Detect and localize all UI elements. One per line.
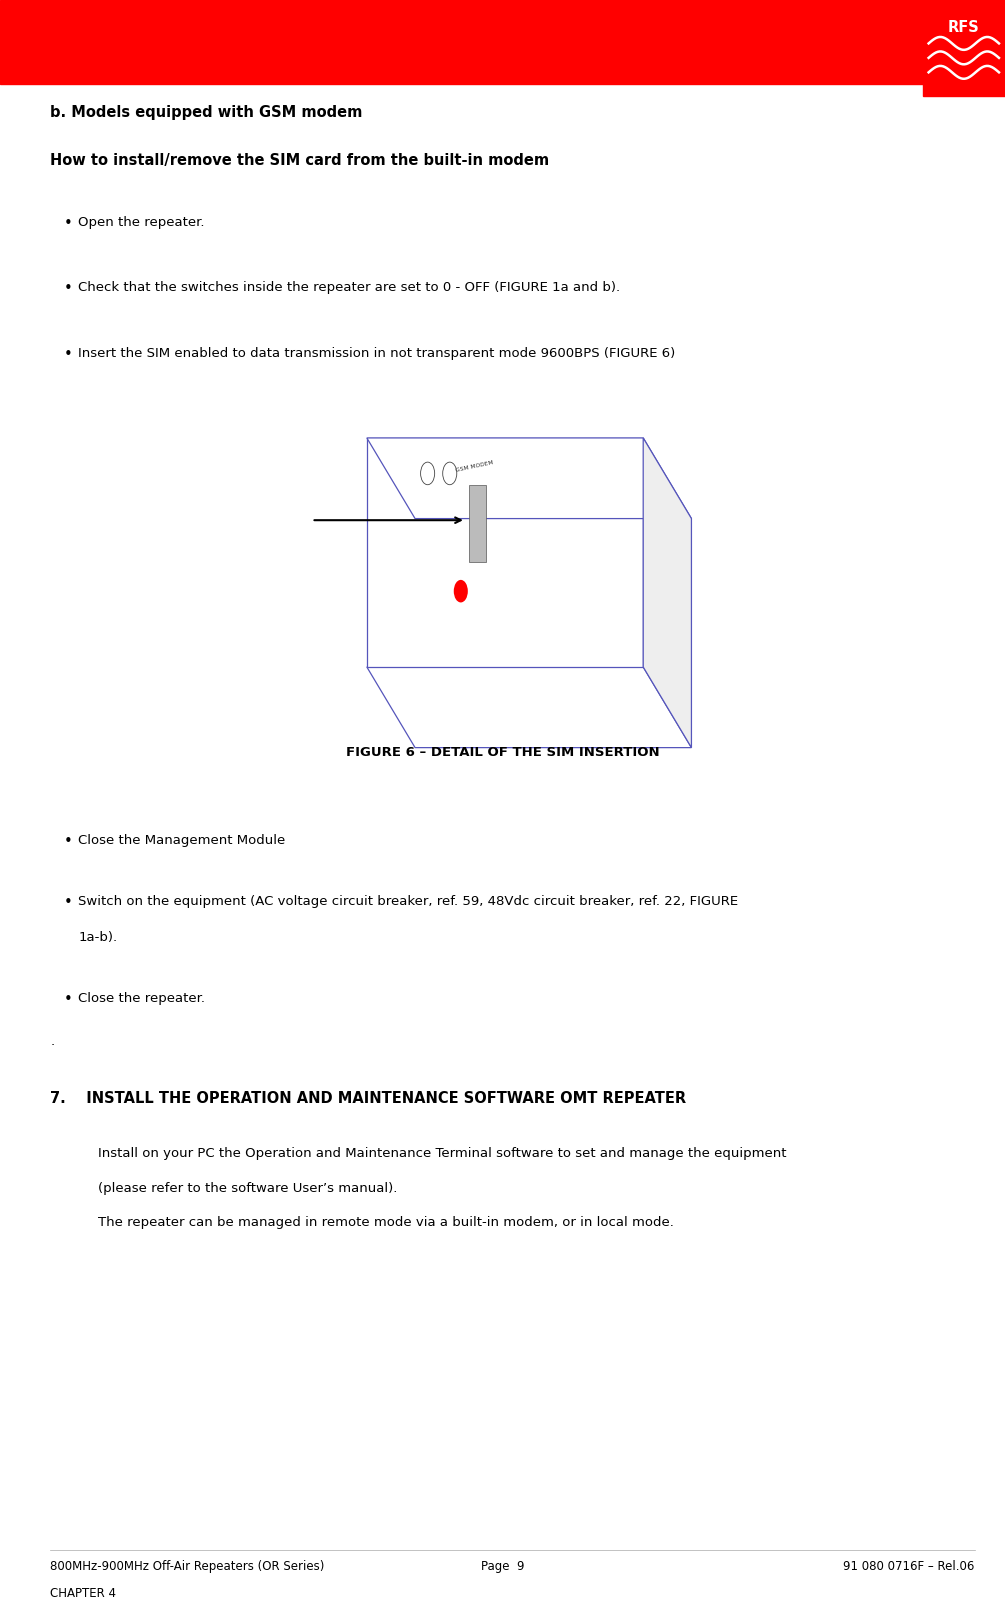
Text: 7.    INSTALL THE OPERATION AND MAINTENANCE SOFTWARE OMT REPEATER: 7. INSTALL THE OPERATION AND MAINTENANCE… [50,1090,686,1107]
Text: •: • [63,834,72,848]
Text: 91 080 0716F – Rel.06: 91 080 0716F – Rel.06 [843,1560,975,1573]
Text: •: • [63,347,72,361]
Text: FIGURE 6 – DETAIL OF THE SIM INSERTION: FIGURE 6 – DETAIL OF THE SIM INSERTION [346,745,659,760]
Text: Install on your PC the Operation and Maintenance Terminal software to set and ma: Install on your PC the Operation and Mai… [98,1147,787,1160]
Text: Check that the switches inside the repeater are set to 0 - OFF (FIGURE 1a and b): Check that the switches inside the repea… [78,281,620,295]
Text: .: . [50,1034,54,1047]
Polygon shape [367,437,691,519]
Text: Insert the SIM enabled to data transmission in not transparent mode 9600BPS (FIG: Insert the SIM enabled to data transmiss… [78,347,675,360]
Bar [923,0,1005,97]
Text: •: • [63,992,72,1007]
Text: Page  9: Page 9 [480,1560,525,1573]
Text: RFS: RFS [948,19,980,34]
Text: •: • [63,895,72,910]
Bar [468,484,486,563]
Text: Open the repeater.: Open the repeater. [78,216,205,229]
Text: How to install/remove the SIM card from the built-in modem: How to install/remove the SIM card from … [50,153,550,168]
Text: b. Models equipped with GSM modem: b. Models equipped with GSM modem [50,105,363,119]
Text: 800MHz-900MHz Off-Air Repeaters (OR Series): 800MHz-900MHz Off-Air Repeaters (OR Seri… [50,1560,325,1573]
Text: (please refer to the software User’s manual).: (please refer to the software User’s man… [98,1181,398,1195]
Text: The repeater can be managed in remote mode via a built-in modem, or in local mod: The repeater can be managed in remote mo… [98,1216,674,1229]
Text: GSM MODEM: GSM MODEM [455,461,494,473]
Text: Close the Management Module: Close the Management Module [78,834,285,847]
Text: •: • [63,281,72,297]
Text: 1a-b).: 1a-b). [78,931,118,944]
Polygon shape [367,437,643,666]
Text: Switch on the equipment (AC voltage circuit breaker, ref. 59, 48Vdc circuit brea: Switch on the equipment (AC voltage circ… [78,895,739,908]
Circle shape [453,579,468,602]
Text: CHAPTER 4: CHAPTER 4 [50,1587,117,1600]
Bar [0,0,1005,84]
Text: •: • [63,216,72,231]
Text: Close the repeater.: Close the repeater. [78,992,205,1005]
Polygon shape [643,437,691,747]
